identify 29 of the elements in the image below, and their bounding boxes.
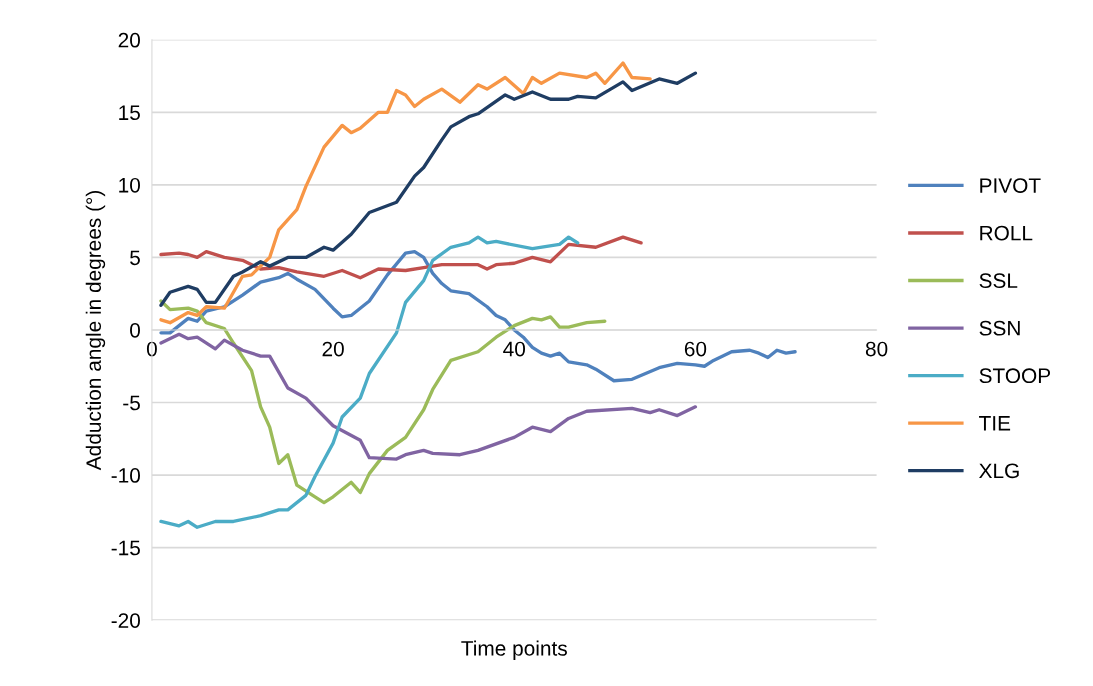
y-tick-label: 15 [119,105,140,121]
y-tick-label: -15 [111,540,140,556]
legend-label: XLG [979,463,1019,479]
y-tick-label: -10 [111,468,140,483]
legend-label: PIVOT [980,178,1041,193]
y-axis-title: Adduction angle in degrees (°) [85,191,106,471]
legend-label: TIE [979,416,1011,431]
legend-label: ROLL [980,225,1033,241]
legend-label: SSL [979,273,1018,289]
x-axis-title: Time points [461,640,567,660]
x-tick-label: 20 [322,341,344,357]
x-tick-label: 0 [146,341,157,357]
x-tick-label: 60 [684,341,707,357]
y-tick-label: 0 [130,322,140,338]
legend-label: STOOP [979,368,1051,384]
line-series [159,71,698,307]
line-series [159,61,652,325]
legend-label: SSN [979,320,1020,336]
line-series [159,299,607,505]
x-tick-label: 40 [503,341,526,357]
y-tick-label: -20 [111,613,140,628]
x-tick-label: 80 [865,341,888,357]
y-tick-label: 5 [130,250,140,266]
line-series [159,235,580,529]
line-series [159,235,643,280]
y-tick-label: -5 [123,395,140,411]
y-tick-label: 10 [119,177,140,193]
y-tick-label: 20 [118,32,140,48]
line-series [159,249,797,383]
